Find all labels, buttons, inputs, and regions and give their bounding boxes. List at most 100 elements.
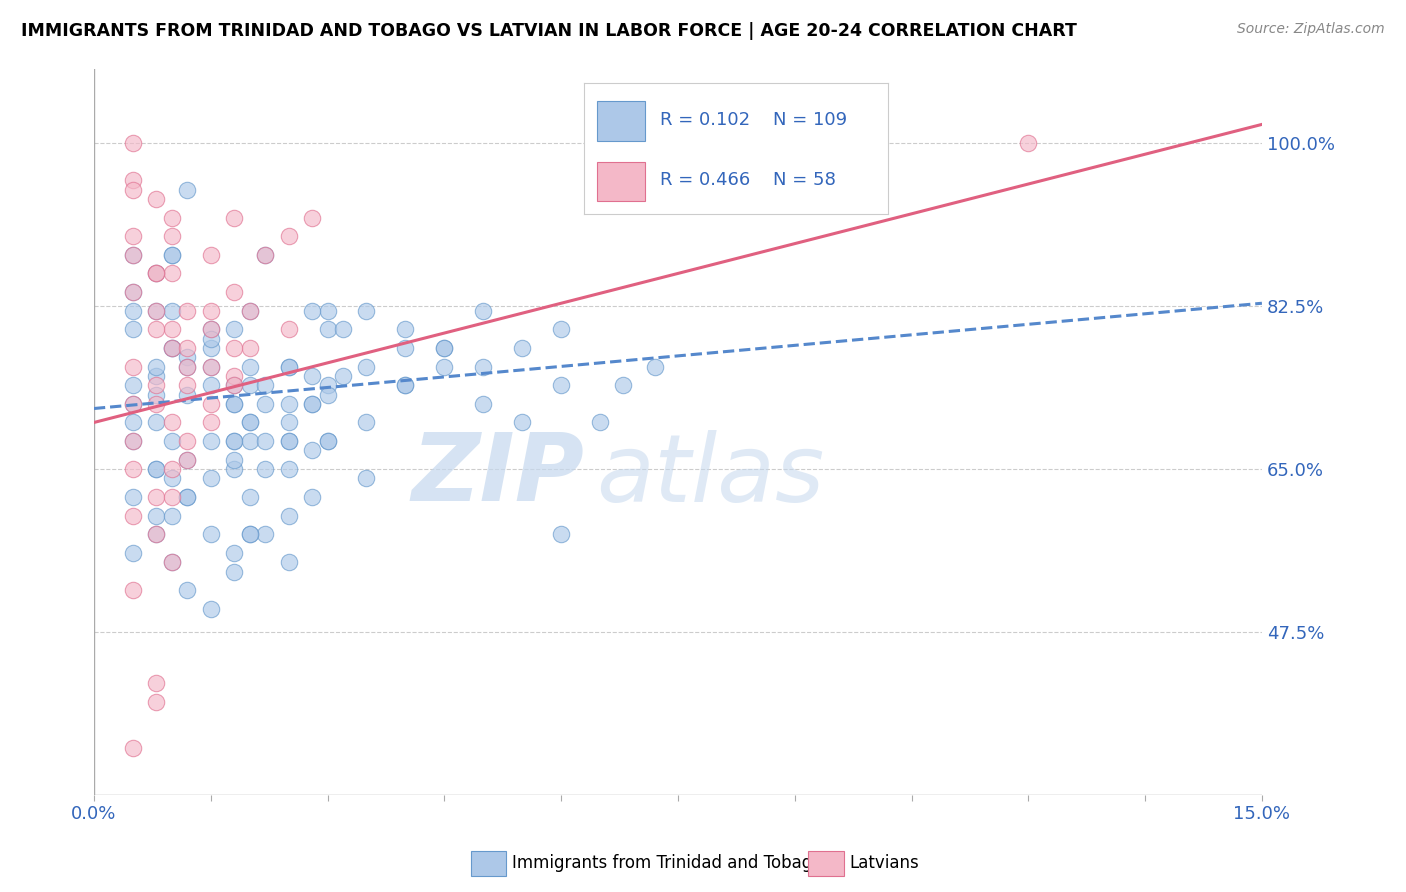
Point bbox=[254, 378, 277, 392]
Point bbox=[356, 471, 378, 485]
Point bbox=[316, 387, 339, 401]
Point bbox=[200, 248, 222, 262]
Point bbox=[222, 452, 245, 467]
Point bbox=[145, 695, 167, 709]
Point bbox=[200, 303, 222, 318]
Point bbox=[121, 546, 143, 560]
Point bbox=[176, 183, 198, 197]
Point bbox=[145, 508, 167, 523]
Point bbox=[121, 434, 143, 449]
Point bbox=[222, 368, 245, 383]
Point bbox=[316, 434, 339, 449]
Point bbox=[589, 416, 612, 430]
Point bbox=[394, 378, 416, 392]
Point bbox=[145, 322, 167, 336]
Text: Immigrants from Trinidad and Tobago: Immigrants from Trinidad and Tobago bbox=[512, 855, 823, 872]
Point bbox=[145, 527, 167, 541]
Point bbox=[160, 248, 183, 262]
Point bbox=[254, 397, 277, 411]
Point bbox=[121, 462, 143, 476]
Point bbox=[200, 471, 222, 485]
Point bbox=[200, 341, 222, 355]
Point bbox=[160, 508, 183, 523]
Point bbox=[239, 416, 262, 430]
Point bbox=[332, 322, 354, 336]
Point bbox=[145, 303, 167, 318]
Point bbox=[121, 490, 143, 504]
Point bbox=[254, 248, 277, 262]
Point bbox=[277, 416, 299, 430]
Point bbox=[472, 303, 495, 318]
Point bbox=[145, 192, 167, 206]
Point bbox=[145, 397, 167, 411]
Point bbox=[356, 416, 378, 430]
Point bbox=[176, 434, 198, 449]
Point bbox=[222, 397, 245, 411]
Point bbox=[239, 416, 262, 430]
Point bbox=[121, 303, 143, 318]
Point bbox=[433, 359, 456, 374]
Point bbox=[277, 434, 299, 449]
Point bbox=[301, 397, 323, 411]
Point bbox=[121, 285, 143, 299]
Point bbox=[550, 378, 572, 392]
Point bbox=[222, 322, 245, 336]
Point bbox=[277, 555, 299, 569]
Point bbox=[277, 229, 299, 244]
Point bbox=[160, 434, 183, 449]
Point bbox=[145, 676, 167, 690]
Point bbox=[160, 229, 183, 244]
Point bbox=[200, 527, 222, 541]
Point bbox=[301, 397, 323, 411]
Point bbox=[222, 397, 245, 411]
Point bbox=[239, 527, 262, 541]
Point bbox=[394, 378, 416, 392]
Point bbox=[121, 229, 143, 244]
Point bbox=[145, 368, 167, 383]
Point bbox=[176, 359, 198, 374]
Point bbox=[277, 508, 299, 523]
Point bbox=[176, 490, 198, 504]
Point bbox=[121, 359, 143, 374]
Text: Source: ZipAtlas.com: Source: ZipAtlas.com bbox=[1237, 22, 1385, 37]
Point bbox=[145, 527, 167, 541]
Point bbox=[222, 378, 245, 392]
Point bbox=[200, 322, 222, 336]
Point bbox=[121, 741, 143, 756]
Point bbox=[145, 462, 167, 476]
Point bbox=[254, 462, 277, 476]
Point bbox=[301, 303, 323, 318]
Point bbox=[160, 490, 183, 504]
Point bbox=[160, 267, 183, 281]
Point bbox=[145, 267, 167, 281]
Point bbox=[550, 527, 572, 541]
Point bbox=[222, 378, 245, 392]
Point bbox=[277, 359, 299, 374]
Point bbox=[254, 434, 277, 449]
Point bbox=[121, 508, 143, 523]
Point bbox=[160, 462, 183, 476]
Point bbox=[145, 267, 167, 281]
Point bbox=[145, 303, 167, 318]
Point bbox=[176, 452, 198, 467]
Point bbox=[176, 351, 198, 365]
Point bbox=[222, 546, 245, 560]
Point bbox=[222, 462, 245, 476]
Point bbox=[612, 378, 634, 392]
Point bbox=[316, 434, 339, 449]
Text: ZIP: ZIP bbox=[412, 429, 585, 522]
Point bbox=[121, 434, 143, 449]
Point bbox=[316, 322, 339, 336]
Point bbox=[200, 434, 222, 449]
Point bbox=[222, 565, 245, 579]
Point bbox=[277, 322, 299, 336]
Point bbox=[239, 303, 262, 318]
Point bbox=[160, 322, 183, 336]
Point bbox=[254, 248, 277, 262]
Point bbox=[145, 359, 167, 374]
Point bbox=[239, 359, 262, 374]
Point bbox=[176, 341, 198, 355]
Point bbox=[176, 303, 198, 318]
Text: Latvians: Latvians bbox=[849, 855, 920, 872]
Point bbox=[433, 341, 456, 355]
